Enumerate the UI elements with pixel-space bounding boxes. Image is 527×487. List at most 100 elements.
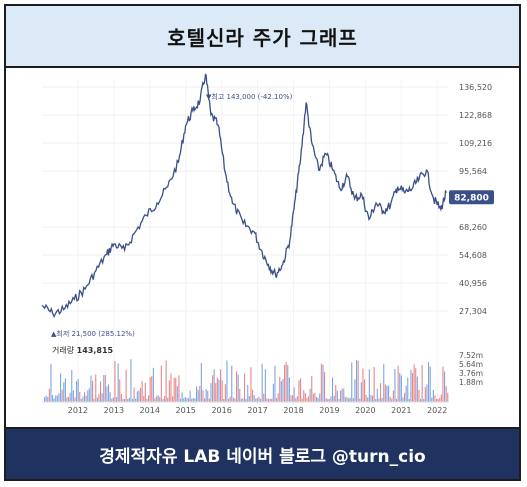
volume-bar — [90, 375, 92, 402]
volume-bar — [242, 398, 244, 402]
y-tick-label: 27,304 — [459, 307, 487, 316]
volume-bar — [232, 397, 234, 402]
y-tick-label: 109,216 — [459, 139, 492, 148]
volume-tick-label: 3.76m — [459, 369, 483, 378]
volume-bar — [85, 395, 87, 402]
volume-bar — [420, 399, 422, 402]
volume-bar — [332, 377, 334, 402]
volume-bar — [336, 390, 338, 402]
volume-bar — [207, 390, 209, 402]
volume-bar — [212, 375, 214, 402]
volume-bar — [226, 360, 228, 402]
volume-bar — [298, 380, 300, 402]
volume-bar — [95, 374, 97, 402]
volume-bar — [368, 369, 370, 402]
volume-bar — [87, 390, 89, 402]
volume-bar — [442, 366, 444, 402]
volume-bar — [344, 397, 346, 402]
volume-bar — [370, 395, 372, 402]
volume-bar — [188, 398, 190, 402]
volume-bar — [100, 381, 102, 402]
volume-bar — [408, 399, 410, 402]
volume-bar — [348, 398, 350, 402]
volume-bar — [264, 369, 266, 402]
volume-bar — [210, 383, 212, 402]
volume-bar — [104, 374, 106, 402]
volume-bar — [277, 393, 279, 402]
volume-bar — [162, 399, 164, 402]
volume-bar — [50, 363, 52, 402]
volume-bar — [156, 396, 158, 402]
volume-bar — [93, 398, 95, 402]
chart-area: 136,520 122,868 109,216 95,564 68,260 54,608 4… — [6, 68, 519, 425]
volume-bar — [320, 363, 322, 402]
volume-bar — [391, 398, 393, 402]
volume-bar — [405, 385, 407, 402]
volume-bar — [324, 372, 326, 402]
volume-bar — [440, 394, 442, 402]
volume-bar — [293, 387, 295, 402]
footer-text: 경제적자유 LAB 네이버 블로그 @turn_cio — [99, 446, 426, 467]
volume-bar — [288, 377, 290, 402]
volume-bar — [215, 383, 217, 402]
volume-bar — [268, 398, 270, 402]
volume-bar — [378, 398, 380, 402]
volume-bar — [396, 398, 398, 402]
volume-bar — [269, 398, 271, 402]
volume-bar — [154, 398, 156, 402]
volume-bar — [66, 397, 68, 402]
volume-bar — [56, 395, 58, 402]
volume-bar — [133, 387, 135, 402]
volume-bar — [309, 388, 311, 402]
volume-bar — [261, 363, 263, 402]
volume-bar — [381, 398, 383, 402]
volume-bar — [290, 395, 292, 402]
footer-bar: 경제적자유 LAB 네이버 블로그 @turn_cio — [6, 427, 519, 479]
volume-bar — [60, 373, 62, 402]
x-tick-label: 2012 — [68, 406, 88, 415]
volume-bar — [82, 396, 84, 402]
volume-bar — [317, 398, 319, 402]
volume-bar — [98, 394, 100, 402]
volume-bar — [112, 397, 114, 402]
volume-bar — [263, 393, 265, 402]
volume-bar — [234, 398, 236, 402]
volume-bar — [71, 369, 73, 402]
volume-bar — [128, 398, 130, 402]
volume-bar — [109, 392, 111, 402]
volume-bar — [173, 377, 175, 402]
volume-bar — [244, 373, 246, 402]
volume-bar — [413, 364, 415, 402]
volume-bar — [436, 399, 438, 402]
volume-tick-label: 1.88m — [459, 378, 483, 387]
volume-bar — [357, 360, 359, 402]
volume-bar — [196, 386, 198, 402]
volume-bar — [96, 397, 98, 402]
volume-bar — [365, 395, 367, 402]
volume-bar — [76, 381, 78, 402]
volume-bar — [306, 398, 308, 402]
volume-bar — [74, 397, 76, 402]
volume-bar — [143, 396, 145, 402]
volume-bar — [208, 398, 210, 402]
volume-bar — [114, 360, 116, 402]
volume-bar — [199, 385, 201, 402]
volume-bar — [52, 395, 54, 402]
volume-bar — [178, 375, 180, 402]
volume-bar — [170, 373, 172, 402]
volume-bar — [63, 382, 65, 402]
page-title: 호텔신라 주가 그래프 — [167, 25, 358, 50]
volume-bar — [356, 360, 358, 402]
volume-bar — [410, 370, 412, 402]
y-tick-label: 54,608 — [459, 251, 487, 260]
volume-bar — [423, 398, 425, 402]
x-tick-label: 2017 — [247, 406, 267, 415]
volume-bar — [245, 399, 247, 402]
volume-bar — [106, 386, 108, 402]
volume-bar — [325, 398, 327, 402]
volume-bar — [340, 390, 342, 402]
volume-bar — [360, 382, 362, 402]
volume-bar — [247, 385, 249, 402]
volume-bar — [271, 398, 273, 402]
volume-bar — [250, 367, 252, 402]
